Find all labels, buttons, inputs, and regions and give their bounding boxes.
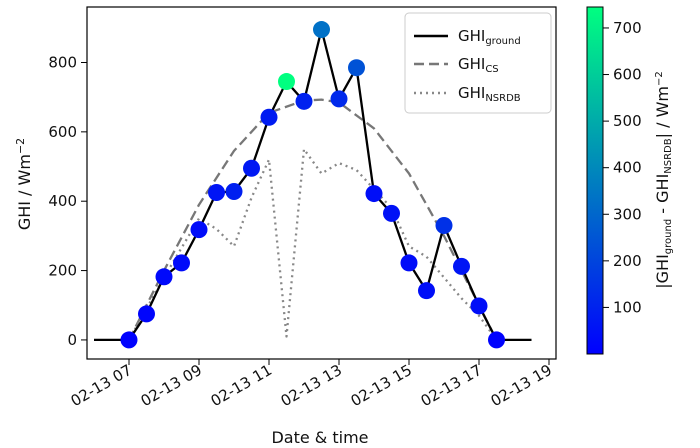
- y-tick-label: 200: [48, 262, 77, 280]
- data-point: [295, 92, 313, 110]
- legend: GHIground GHICS GHINSRDB: [404, 12, 552, 114]
- data-point: [243, 159, 260, 177]
- legend-label-ground: GHIground: [458, 27, 521, 47]
- x-tick-label: 02-13 11: [208, 361, 275, 410]
- x-axis-label: Date & time: [271, 428, 368, 447]
- colorbar-gradient: [586, 6, 604, 355]
- colorbar-tick-label: 600: [613, 66, 642, 84]
- colorbar-tick-label: 700: [613, 19, 642, 37]
- colorbar-label-mid: - GHI: [653, 174, 672, 219]
- legend-label-nsrdb-sub: NSRDB: [485, 93, 520, 104]
- data-point: [120, 331, 138, 349]
- data-point: [383, 204, 400, 222]
- colorbar-label-sub1: ground: [663, 219, 674, 254]
- data-point: [365, 185, 383, 203]
- y-axis-label: GHI / Wm−2: [14, 138, 34, 230]
- data-point: [278, 73, 295, 91]
- data-point: [173, 254, 190, 272]
- colorbar-label-sub2: NSRDB: [663, 138, 674, 173]
- colorbar-label-pre: |GHI: [653, 254, 672, 289]
- legend-label-nsrdb: GHINSRDB: [458, 84, 521, 104]
- legend-label-cs: GHICS: [458, 55, 499, 75]
- x-tick-label: 02-13 15: [348, 361, 415, 410]
- data-point: [400, 254, 418, 272]
- data-point: [418, 282, 435, 300]
- x-tick-label: 02-13 17: [418, 361, 485, 410]
- colorbar-tick-label: 300: [613, 205, 642, 223]
- data-point: [453, 257, 470, 275]
- y-tick-label: 400: [48, 192, 77, 210]
- y-tick-label: 800: [48, 53, 77, 71]
- data-point: [435, 216, 453, 234]
- data-point: [260, 108, 278, 126]
- colorbar-tick-label: 400: [613, 159, 642, 177]
- y-axis-label-sup: −2: [14, 138, 27, 154]
- series-line-ghi-cs: [127, 98, 498, 341]
- colorbar-tick-label: 100: [613, 298, 642, 316]
- data-point: [155, 268, 173, 286]
- x-tick-label: 02-13 13: [278, 361, 345, 410]
- y-tick-label: 0: [67, 331, 77, 349]
- x-tick-label: 02-13 07: [68, 361, 135, 410]
- legend-label-nsrdb-prefix: GHI: [458, 84, 485, 102]
- data-point: [488, 331, 505, 349]
- data-point: [348, 59, 365, 77]
- legend-label-ground-prefix: GHI: [458, 27, 485, 45]
- legend-label-ground-sub: ground: [485, 36, 520, 47]
- colorbar-label: |GHIground - GHINSRDB| / Wm−2: [653, 71, 674, 288]
- x-tick-label: 02-13 19: [488, 361, 555, 410]
- data-point: [190, 221, 208, 239]
- data-point: [138, 305, 155, 323]
- colorbar-label-sup: −2: [654, 71, 665, 86]
- colorbar: 100 200 300 400 500 600 700 |GHIground - GHINS…: [586, 6, 674, 355]
- colorbar-tick-label: 200: [613, 252, 642, 270]
- colorbar-tick-label: 500: [613, 112, 642, 130]
- colorbar-ticks: 100 200 300 400 500 600 700: [603, 19, 642, 316]
- data-point: [330, 90, 348, 108]
- legend-box: [404, 12, 552, 114]
- series-line-ghi-nsrdb: [127, 148, 498, 341]
- data-point: [225, 182, 243, 200]
- y-axis-label-text: GHI / Wm: [15, 154, 34, 230]
- y-tick-label: 600: [48, 123, 77, 141]
- points-layer: [120, 21, 505, 349]
- legend-label-cs-prefix: GHI: [458, 55, 485, 73]
- data-point: [208, 184, 225, 202]
- x-tick-label: 02-13 09: [138, 361, 205, 410]
- colorbar-label-post: | / Wm: [653, 86, 672, 138]
- legend-label-cs-sub: CS: [485, 64, 498, 75]
- data-point: [313, 21, 330, 39]
- data-point: [470, 297, 488, 315]
